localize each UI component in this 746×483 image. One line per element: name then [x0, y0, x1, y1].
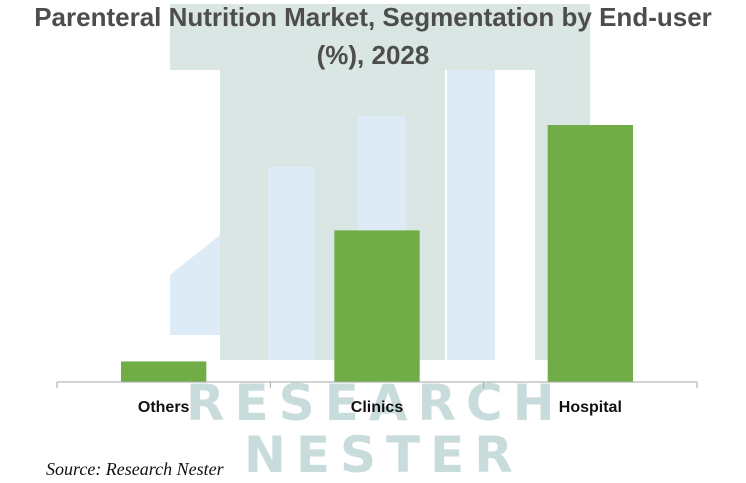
- chart-title-line-2: (%), 2028: [317, 40, 430, 70]
- x-axis-ticks: [56, 382, 698, 388]
- x-tick-label-others: Others: [138, 399, 190, 416]
- x-tick-label-hospital: Hospital: [559, 399, 622, 416]
- bar-others: [121, 361, 207, 382]
- x-tick-label-clinics: Clinics: [351, 399, 404, 416]
- watermark-line-2: NESTER: [244, 426, 523, 483]
- research-nester-watermark: RESEARCH NESTER: [170, 4, 590, 483]
- watermark-bar-4: [447, 70, 495, 360]
- bar-hospital: [547, 125, 633, 382]
- x-axis-labels: Others Clinics Hospital: [138, 399, 622, 416]
- watermark-bar-2: [268, 167, 314, 360]
- chart-title-line-1: Parenteral Nutrition Market, Segmentatio…: [34, 2, 712, 32]
- bar-clinics: [334, 230, 420, 382]
- source-note: Source: Research Nester: [46, 459, 225, 479]
- bar-series: [121, 125, 633, 382]
- watermark-bar-1: [170, 235, 220, 335]
- watermark-line-1: RESEARCH: [186, 374, 565, 432]
